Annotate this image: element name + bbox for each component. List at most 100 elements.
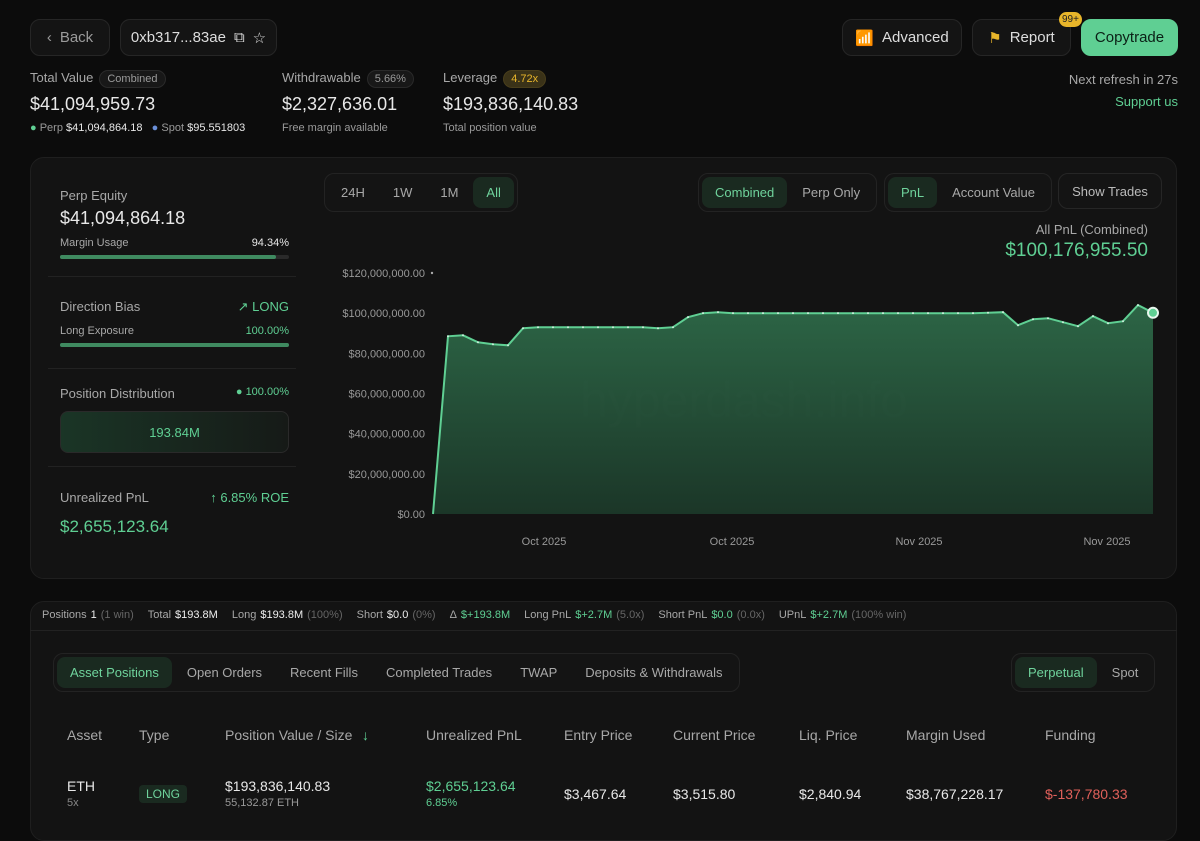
tab-account-value[interactable]: Account Value	[952, 185, 1036, 200]
data-point[interactable]	[882, 312, 884, 315]
data-point[interactable]	[612, 326, 614, 329]
data-point[interactable]	[597, 326, 599, 329]
distribution-bar[interactable]: 193.84M	[60, 411, 289, 453]
tab-all[interactable]: All	[473, 177, 514, 208]
data-point[interactable]	[1147, 306, 1159, 319]
tab-1w[interactable]: 1W	[392, 185, 413, 200]
column-header[interactable]: Entry Price	[564, 727, 633, 743]
data-point[interactable]	[942, 312, 944, 315]
data-point[interactable]	[477, 341, 479, 344]
column-header[interactable]: Position Value / Size	[225, 727, 353, 743]
data-point[interactable]	[492, 343, 494, 346]
tab-recent-fills[interactable]: Recent Fills	[290, 665, 358, 680]
data-point[interactable]	[1062, 321, 1064, 324]
data-point[interactable]	[657, 327, 659, 330]
data-point[interactable]	[837, 312, 839, 315]
pnl-title: All PnL (Combined)	[1035, 222, 1148, 237]
data-point[interactable]	[1137, 304, 1139, 307]
data-point[interactable]	[1032, 318, 1034, 321]
market-tabs[interactable]: Perpetual Spot	[1011, 653, 1156, 692]
tab-twap[interactable]: TWAP	[520, 665, 558, 680]
data-point[interactable]	[1002, 311, 1004, 314]
support-link[interactable]: Support us	[1115, 94, 1178, 109]
data-point[interactable]	[672, 326, 674, 329]
data-point[interactable]	[777, 312, 779, 315]
data-point[interactable]	[582, 326, 584, 329]
data-point[interactable]	[807, 312, 809, 315]
long-exposure-bar	[60, 343, 289, 347]
metric-selector[interactable]: PnL Account Value	[884, 173, 1053, 212]
mode-selector[interactable]: Combined Perp Only	[698, 173, 878, 212]
data-point[interactable]	[522, 327, 524, 330]
data-point[interactable]	[552, 326, 554, 329]
advanced-button[interactable]: 📶 Advanced	[842, 19, 962, 56]
tab-deposits-withdrawals[interactable]: Deposits & Withdrawals	[585, 665, 723, 680]
data-point[interactable]	[1047, 317, 1049, 320]
data-point[interactable]	[747, 312, 749, 315]
data-point[interactable]	[762, 312, 764, 315]
column-header[interactable]: Funding	[1045, 727, 1096, 743]
tab-asset-positions[interactable]: Asset Positions	[57, 657, 172, 688]
tab-perpetual[interactable]: Perpetual	[1015, 657, 1097, 688]
data-point[interactable]	[1122, 320, 1124, 323]
data-point[interactable]	[1077, 325, 1079, 328]
data-point[interactable]	[627, 326, 629, 329]
leverage: Leverage 4.72x $193,836,140.83 Total posi…	[443, 70, 579, 134]
column-header[interactable]: Liq. Price	[799, 727, 858, 743]
tab-perp-only[interactable]: Perp Only	[802, 185, 861, 200]
data-point[interactable]	[867, 312, 869, 315]
tab-combined[interactable]: Combined	[702, 177, 788, 208]
data-point[interactable]	[912, 312, 914, 315]
column-header[interactable]: Unrealized PnL	[426, 727, 522, 743]
cell-lev: 5x	[67, 797, 79, 809]
data-point[interactable]	[987, 311, 989, 314]
data-point[interactable]	[822, 312, 824, 315]
tab-spot[interactable]: Spot	[1111, 665, 1139, 680]
range-selector[interactable]: 24H 1W 1M All	[324, 173, 518, 212]
data-point[interactable]	[852, 312, 854, 315]
back-button[interactable]: ‹ Back	[30, 19, 110, 56]
data-point[interactable]	[507, 344, 509, 347]
data-point[interactable]	[1107, 322, 1109, 325]
data-point[interactable]	[642, 326, 644, 329]
data-point[interactable]	[1092, 315, 1094, 318]
data-point[interactable]	[687, 316, 689, 319]
column-header[interactable]: Current Price	[673, 727, 756, 743]
cell-value: $193,836,140.83	[225, 778, 331, 794]
tab-24h[interactable]: 24H	[341, 185, 365, 200]
data-point[interactable]	[717, 311, 719, 314]
data-point[interactable]	[792, 312, 794, 315]
tab-open-orders[interactable]: Open Orders	[186, 665, 263, 680]
flag-icon: ⚑	[988, 29, 1002, 47]
data-point[interactable]	[567, 326, 569, 329]
report-button[interactable]: ⚑ Report	[972, 19, 1071, 56]
copy-icon[interactable]: ⧉	[233, 29, 245, 46]
data-point[interactable]	[1017, 324, 1019, 327]
cell-funding: $-137,780.33	[1045, 786, 1128, 802]
data-point[interactable]	[447, 335, 449, 338]
data-point[interactable]	[927, 312, 929, 315]
pnl-chart[interactable]: hyperdash.info$0.00$20,000,000.00$40,000…	[300, 255, 1170, 555]
data-point[interactable]	[702, 312, 704, 315]
position-tabs[interactable]: Asset Positions Open Orders Recent Fills Co…	[53, 653, 740, 692]
data-point[interactable]	[897, 312, 899, 315]
copytrade-button[interactable]: Copytrade	[1081, 19, 1178, 56]
data-point[interactable]	[537, 326, 539, 329]
data-point[interactable]	[972, 312, 974, 315]
column-header[interactable]: Type	[139, 727, 170, 743]
sort-down-icon[interactable]: ↓	[362, 727, 369, 743]
star-icon[interactable]: ☆	[252, 29, 267, 47]
data-point[interactable]	[462, 334, 464, 337]
y-tick-label: $100,000,000.00	[342, 308, 425, 320]
tab-pnl[interactable]: PnL	[888, 177, 938, 208]
column-header[interactable]: Margin Used	[906, 727, 986, 743]
tab-1m[interactable]: 1M	[440, 185, 459, 200]
show-trades-button[interactable]: Show Trades	[1058, 173, 1162, 209]
tab-completed-trades[interactable]: Completed Trades	[385, 665, 493, 680]
column-header[interactable]: Asset	[67, 727, 103, 743]
data-point[interactable]	[957, 312, 959, 315]
data-point[interactable]	[732, 312, 734, 315]
pnl-value: $100,176,955.50	[1005, 240, 1148, 261]
perp-equity: Perp Equity $41,094,864.18 Margin Usage 9…	[60, 188, 289, 259]
y-tick-label: $0.00	[397, 509, 425, 521]
